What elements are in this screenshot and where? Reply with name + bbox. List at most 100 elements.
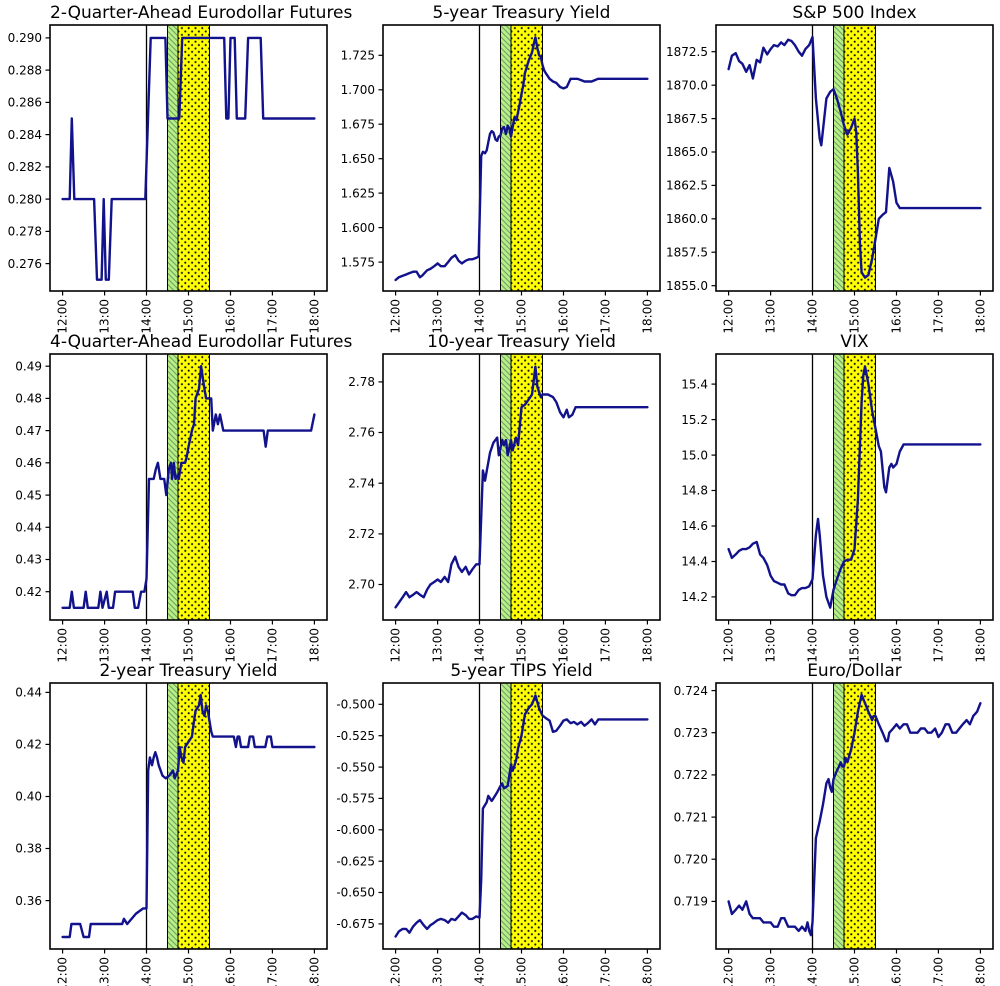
chart-svg: 0.49 0.48 0.47 0.46 0.45 0.44 0.43 0.42 12:00 13:…	[15, 353, 328, 663]
svg-text:0.280: 0.280	[8, 192, 42, 206]
svg-text:0.720: 0.720	[674, 852, 708, 866]
svg-text:1862.5: 1862.5	[666, 179, 708, 193]
svg-text:14.8: 14.8	[681, 484, 708, 498]
svg-text:-0.650: -0.650	[336, 886, 375, 900]
svg-text:2.72: 2.72	[348, 527, 375, 541]
chart-plot-tips-5y: -0.500 -0.525 -0.550 -0.575 -0.600 -0.625 -0.6…	[333, 681, 666, 986]
svg-text:15.2: 15.2	[681, 413, 708, 427]
chart-title-eurodollar-fx: Euro/Dollar	[807, 661, 902, 681]
svg-text:12:00: 12:00	[722, 628, 736, 663]
svg-text:0.43: 0.43	[15, 553, 42, 567]
svg-text:18:00: 18:00	[640, 957, 654, 986]
svg-text:12:00: 12:00	[389, 299, 403, 334]
svg-text:1.675: 1.675	[341, 117, 375, 131]
svg-text:0.38: 0.38	[15, 842, 42, 856]
svg-text:16:00: 16:00	[557, 628, 571, 663]
svg-text:18:00: 18:00	[307, 957, 321, 986]
svg-text:0.36: 0.36	[15, 894, 42, 908]
svg-text:17:00: 17:00	[931, 299, 945, 334]
svg-text:18:00: 18:00	[973, 957, 987, 986]
svg-text:13:00: 13:00	[431, 957, 445, 986]
svg-text:14:00: 14:00	[140, 957, 154, 986]
chart-panel-ed2q: 2-Quarter-Ahead Eurodollar Futures 0.290…	[0, 0, 353, 334]
chart-plot-vix: 15.4 15.2 15.0 14.8 14.6 14.4 14.2 12:00 13:00 14…	[666, 352, 999, 663]
svg-text:0.45: 0.45	[15, 488, 42, 502]
svg-text:16:00: 16:00	[224, 299, 238, 334]
svg-text:13:00: 13:00	[764, 628, 778, 663]
svg-text:15:00: 15:00	[515, 628, 529, 663]
svg-text:14:00: 14:00	[473, 628, 487, 663]
chart-title-treasury-10y: 10-year Treasury Yield	[427, 332, 616, 352]
svg-text:13:00: 13:00	[764, 299, 778, 334]
svg-text:0.286: 0.286	[8, 96, 42, 110]
svg-text:16:00: 16:00	[890, 299, 904, 334]
chart-svg: 1.725 1.700 1.675 1.650 1.625 1.600 1.575 12:00…	[341, 24, 661, 334]
svg-text:0.44: 0.44	[15, 686, 42, 700]
svg-text:13:00: 13:00	[431, 299, 445, 334]
svg-text:0.722: 0.722	[674, 768, 708, 782]
svg-text:15:00: 15:00	[515, 299, 529, 334]
chart-plot-treasury-2y: 0.44 0.42 0.40 0.38 0.36 12:00 13:00 14:00 15:00…	[0, 681, 333, 986]
chart-plot-sp500: 1872.5 1870.0 1867.5 1865.0 1862.5 1860.0 1857…	[666, 23, 999, 334]
svg-text:0.42: 0.42	[15, 738, 42, 752]
svg-text:0.48: 0.48	[15, 392, 42, 406]
chart-svg: 1872.5 1870.0 1867.5 1865.0 1862.5 1860.0 1857…	[666, 24, 994, 334]
chart-plot-ed4q: 0.49 0.48 0.47 0.46 0.45 0.44 0.43 0.42 12:00 13:…	[0, 352, 333, 663]
svg-text:15:00: 15:00	[848, 957, 862, 986]
svg-text:15:00: 15:00	[182, 957, 196, 986]
svg-text:-0.550: -0.550	[336, 760, 375, 774]
chart-svg: 0.290 0.288 0.286 0.284 0.282 0.280 0.278 0.276…	[8, 24, 328, 334]
svg-text:1.650: 1.650	[341, 152, 375, 166]
svg-text:12:00: 12:00	[722, 957, 736, 986]
svg-text:0.290: 0.290	[8, 31, 42, 45]
chart-plot-treasury-10y: 2.78 2.76 2.74 2.72 2.70 12:00 13:00 14:00 15:00…	[333, 352, 666, 663]
svg-text:12:00: 12:00	[56, 957, 70, 986]
svg-text:0.40: 0.40	[15, 790, 42, 804]
svg-text:1857.5: 1857.5	[666, 245, 708, 259]
svg-text:12:00: 12:00	[722, 299, 736, 334]
svg-text:14.2: 14.2	[681, 590, 708, 604]
svg-text:18:00: 18:00	[307, 628, 321, 663]
svg-text:-0.575: -0.575	[336, 792, 375, 806]
svg-text:2.78: 2.78	[348, 375, 375, 389]
svg-text:2.76: 2.76	[348, 426, 375, 440]
chart-plot-eurodollar-fx: 0.724 0.723 0.722 0.721 0.720 0.719 12:00 13:00…	[666, 681, 999, 986]
svg-text:-0.525: -0.525	[336, 729, 375, 743]
svg-text:17:00: 17:00	[931, 628, 945, 663]
svg-text:18:00: 18:00	[973, 628, 987, 663]
svg-text:17:00: 17:00	[265, 957, 279, 986]
svg-text:17:00: 17:00	[598, 299, 612, 334]
svg-text:16:00: 16:00	[557, 957, 571, 986]
svg-text:17:00: 17:00	[598, 957, 612, 986]
svg-text:12:00: 12:00	[389, 628, 403, 663]
chart-title-treasury-5y: 5-year Treasury Yield	[432, 3, 611, 23]
svg-text:16:00: 16:00	[557, 299, 571, 334]
svg-text:14:00: 14:00	[806, 628, 820, 663]
chart-panel-ed4q: 4-Quarter-Ahead Eurodollar Futures 0.49 0…	[0, 329, 353, 663]
svg-text:13:00: 13:00	[98, 299, 112, 334]
svg-text:15:00: 15:00	[848, 299, 862, 334]
svg-text:14.4: 14.4	[681, 555, 708, 569]
svg-text:0.724: 0.724	[674, 684, 708, 698]
svg-text:1.725: 1.725	[341, 49, 375, 63]
svg-text:16:00: 16:00	[890, 957, 904, 986]
svg-text:1870.0: 1870.0	[666, 78, 708, 92]
svg-text:0.288: 0.288	[8, 63, 42, 77]
svg-text:0.47: 0.47	[15, 424, 42, 438]
svg-text:-0.600: -0.600	[336, 823, 375, 837]
svg-text:17:00: 17:00	[265, 299, 279, 334]
svg-text:17:00: 17:00	[265, 628, 279, 663]
svg-text:12:00: 12:00	[56, 628, 70, 663]
chart-svg: -0.500 -0.525 -0.550 -0.575 -0.600 -0.625 -0.6…	[336, 682, 661, 986]
chart-panel-treasury-5y: 5-year Treasury Yield 1.725 1.700 1.675 1.6…	[333, 0, 666, 334]
svg-text:-0.675: -0.675	[336, 917, 375, 931]
svg-text:15:00: 15:00	[182, 628, 196, 663]
chart-svg: 0.44 0.42 0.40 0.38 0.36 12:00 13:00 14:00 15:00…	[15, 682, 328, 986]
chart-title-ed4q: 4-Quarter-Ahead Eurodollar Futures	[50, 332, 353, 352]
svg-text:12:00: 12:00	[389, 957, 403, 986]
svg-text:1855.0: 1855.0	[666, 279, 708, 293]
svg-text:15.0: 15.0	[681, 448, 708, 462]
chart-plot-treasury-5y: 1.725 1.700 1.675 1.650 1.625 1.600 1.575 12:00…	[333, 23, 666, 334]
chart-panel-vix: VIX 15.4 15.2 15.0 14.8 14.6 14.4 14.2 12:00 13:…	[666, 329, 1000, 663]
